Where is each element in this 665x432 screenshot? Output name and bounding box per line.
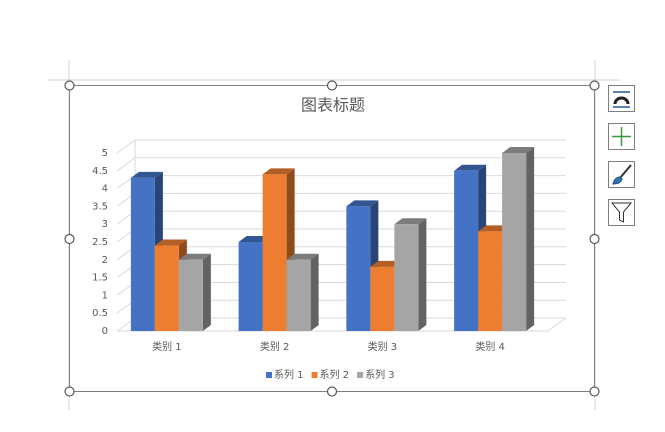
handle[interactable] xyxy=(589,386,600,397)
floor-right xyxy=(547,317,567,332)
y-tick-label: 2.5 xyxy=(92,237,108,248)
bar-top xyxy=(454,164,487,171)
bar xyxy=(394,218,427,331)
bar-front xyxy=(178,259,203,331)
y-tick-label: 1.5 xyxy=(92,273,108,284)
bar-front xyxy=(262,174,287,331)
bar-top xyxy=(346,200,379,207)
bar-top xyxy=(502,147,535,153)
bar-top xyxy=(262,168,295,175)
legend-swatch xyxy=(266,372,272,378)
legend-item: 系列 2 xyxy=(311,368,350,381)
y-tick-label: 3.5 xyxy=(92,201,108,212)
bar xyxy=(502,147,535,331)
bar-front xyxy=(478,231,503,331)
bar-top xyxy=(154,239,187,246)
layout-button[interactable] xyxy=(608,85,635,112)
handle[interactable] xyxy=(64,233,75,245)
bar-top xyxy=(130,171,163,178)
bar-front xyxy=(130,177,155,331)
bar-front xyxy=(238,242,263,331)
y-tick-label: 5 xyxy=(102,148,108,159)
x-tick-label: 类别 4 xyxy=(475,340,505,353)
y-tick-label: 1 xyxy=(102,290,108,301)
bar-top xyxy=(286,253,319,260)
legend-label: 系列 1 xyxy=(274,368,304,381)
handle[interactable] xyxy=(64,80,75,91)
handle[interactable] xyxy=(64,386,75,397)
y-tick-label: 4 xyxy=(102,184,108,195)
handle[interactable] xyxy=(589,233,600,245)
y-tick-label: 2 xyxy=(102,255,108,266)
handle[interactable] xyxy=(589,80,600,91)
bar-front xyxy=(454,170,479,331)
legend-label: 系列 2 xyxy=(320,368,350,381)
bar xyxy=(286,253,319,331)
x-tick-label: 类别 3 xyxy=(368,340,398,353)
chart-title: 图表标题 xyxy=(301,96,365,115)
legend-swatch xyxy=(357,372,364,378)
legend-item: 系列 1 xyxy=(266,368,304,381)
x-tick-label: 类别 2 xyxy=(260,340,290,353)
bar-top xyxy=(394,218,427,225)
bar-side xyxy=(202,253,211,331)
bar xyxy=(178,253,211,331)
legend-label: 系列 3 xyxy=(365,368,395,381)
legend-swatch xyxy=(311,372,318,378)
y-tick-label: 4.5 xyxy=(92,166,108,177)
x-tick-label: 类别 1 xyxy=(152,340,182,353)
filter-button[interactable] xyxy=(608,199,635,226)
bar-front xyxy=(154,245,179,331)
plot-area: 0 0.5 1 1.5 2 2.5 3 3.5 4 4.5 5 类别 1 类别 2 类别 3 类别 4 系列 … xyxy=(92,139,567,381)
bar-top xyxy=(178,253,211,260)
style-button[interactable] xyxy=(608,161,635,188)
bar-front xyxy=(502,153,527,331)
resize-handles[interactable] xyxy=(64,80,600,397)
side-buttons xyxy=(608,85,635,226)
bar-side xyxy=(526,147,535,331)
y-tick-label: 0.5 xyxy=(92,308,108,319)
bar-front xyxy=(370,266,395,331)
y-tick-label: 3 xyxy=(102,219,108,230)
handle[interactable] xyxy=(326,386,338,397)
bar-front xyxy=(346,206,371,331)
bar-front xyxy=(286,259,311,331)
legend-item: 系列 3 xyxy=(357,368,395,381)
bar-front xyxy=(394,224,419,331)
y-tick-label: 0 xyxy=(102,326,108,337)
bar-side xyxy=(310,253,319,331)
elements-button[interactable] xyxy=(608,123,635,150)
bar-side xyxy=(418,218,427,331)
handle[interactable] xyxy=(326,80,338,91)
